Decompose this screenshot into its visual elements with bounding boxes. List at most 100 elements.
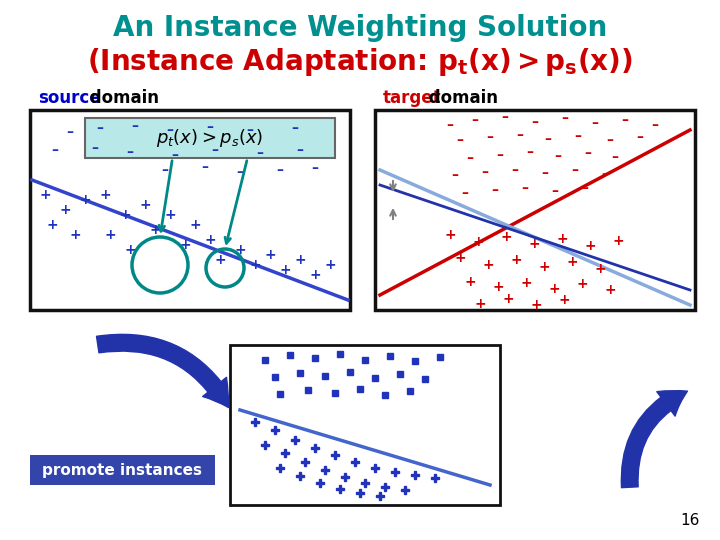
Text: +: + [556, 232, 568, 246]
Text: +: + [179, 238, 191, 252]
Text: +: + [149, 223, 161, 237]
Text: –: – [212, 143, 218, 157]
Text: +: + [530, 298, 542, 312]
Text: –: – [562, 111, 569, 125]
Text: +: + [576, 277, 588, 291]
Text: –: – [127, 145, 133, 159]
Text: –: – [541, 166, 549, 180]
Text: +: + [79, 193, 91, 207]
Bar [375, 110, 695, 310]
Text: +: + [309, 268, 321, 282]
Text: +: + [594, 262, 606, 276]
Text: +: + [548, 282, 560, 296]
Text: +: + [444, 228, 456, 242]
Text: domain: domain [423, 89, 498, 107]
Text: –: – [256, 146, 264, 160]
Text: (Instance Adaptation: $\mathbf{p_t(x) > p_s(x)}$): (Instance Adaptation: $\mathbf{p_t(x) > … [87, 46, 633, 78]
Text: source: source [38, 89, 101, 107]
Text: +: + [482, 258, 494, 272]
Text: $p_t(x) > p_s(x)$: $p_t(x) > p_s(x)$ [156, 127, 264, 149]
Text: –: – [202, 160, 209, 174]
Text: An Instance Weighting Solution: An Instance Weighting Solution [113, 14, 607, 42]
Text: –: – [487, 130, 493, 144]
Text: –: – [246, 123, 253, 137]
Bar [30, 110, 350, 310]
Text: –: – [276, 163, 284, 177]
Text: +: + [69, 228, 81, 242]
Text: +: + [124, 243, 136, 257]
Text: +: + [566, 255, 578, 269]
Text: +: + [538, 260, 550, 274]
Text: +: + [104, 228, 116, 242]
Text: –: – [312, 161, 318, 175]
Text: –: – [467, 151, 474, 165]
Text: +: + [324, 258, 336, 272]
Text: –: – [492, 183, 498, 197]
Text: +: + [464, 275, 476, 289]
Text: –: – [451, 168, 459, 182]
Text: +: + [139, 198, 150, 212]
Bar [85, 118, 335, 158]
Text: –: – [531, 115, 539, 129]
Text: –: – [511, 163, 518, 177]
Text: –: – [482, 165, 488, 179]
Text: +: + [59, 203, 71, 217]
Text: –: – [502, 110, 508, 124]
Text: +: + [164, 208, 176, 222]
Text: –: – [601, 167, 608, 181]
Text: –: – [554, 149, 562, 163]
Text: –: – [132, 119, 138, 133]
Text: –: – [456, 133, 464, 147]
Text: –: – [582, 181, 588, 195]
Text: –: – [552, 184, 559, 198]
Text: domain: domain [84, 89, 159, 107]
Text: –: – [446, 118, 454, 132]
Text: –: – [171, 148, 179, 162]
Text: +: + [454, 251, 466, 265]
Text: +: + [502, 292, 514, 306]
Text: +: + [500, 230, 512, 244]
Text: +: + [528, 237, 540, 251]
Text: –: – [585, 146, 592, 160]
Text: +: + [214, 253, 226, 267]
Text: +: + [474, 297, 486, 311]
Text: –: – [292, 121, 299, 135]
Text: +: + [492, 280, 504, 294]
Text: –: – [636, 130, 644, 144]
Text: +: + [612, 234, 624, 248]
Text: +: + [472, 235, 484, 249]
Text: +: + [189, 218, 201, 232]
Text: –: – [516, 128, 523, 142]
Text: –: – [526, 145, 534, 159]
Text: +: + [520, 276, 532, 290]
Text: +: + [510, 253, 522, 267]
Text: –: – [207, 120, 214, 134]
Text: +: + [294, 253, 306, 267]
Text: +: + [279, 263, 291, 277]
Text: +: + [99, 188, 111, 202]
Text: –: – [462, 186, 469, 200]
Bar [30, 455, 215, 485]
Text: –: – [575, 129, 582, 143]
Text: 16: 16 [680, 513, 700, 528]
Text: promote instances: promote instances [42, 462, 202, 477]
FancyArrowPatch shape [621, 390, 688, 488]
Text: –: – [161, 163, 168, 177]
Text: +: + [264, 248, 276, 262]
Text: –: – [297, 143, 304, 157]
Text: –: – [652, 118, 659, 132]
Text: +: + [234, 243, 246, 257]
Text: +: + [249, 258, 261, 272]
Text: –: – [611, 150, 618, 164]
Text: –: – [497, 148, 503, 162]
Text: +: + [604, 283, 616, 297]
Text: +: + [558, 293, 570, 307]
Text: –: – [521, 181, 528, 195]
Text: –: – [592, 116, 598, 130]
Text: +: + [584, 239, 596, 253]
Text: +: + [204, 233, 216, 247]
Text: –: – [96, 121, 104, 135]
Text: –: – [91, 141, 99, 155]
Text: –: – [472, 113, 479, 127]
Bar [230, 345, 500, 505]
